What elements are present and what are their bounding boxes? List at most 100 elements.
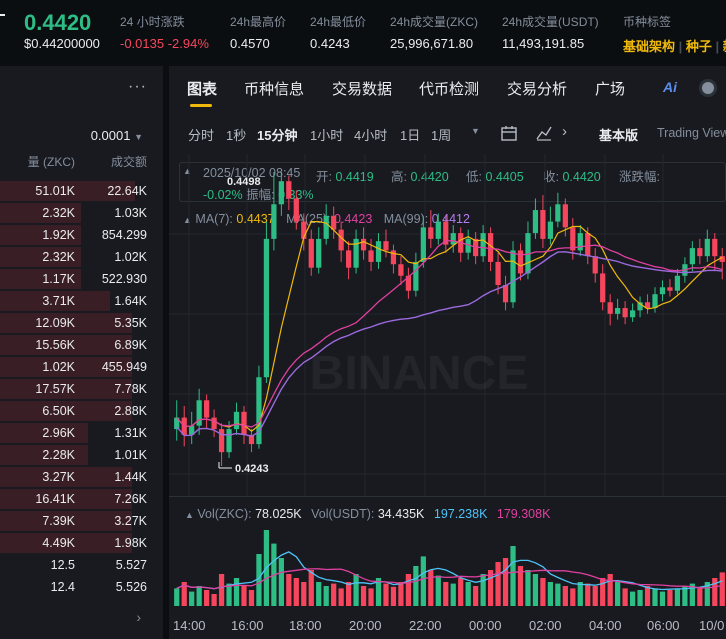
depth-bar <box>0 467 133 487</box>
tag-infrastructure[interactable]: 基础架构 <box>623 39 676 54</box>
change-pct: -2.94% <box>167 36 209 51</box>
timeframe-1[interactable]: 1秒 <box>226 128 247 143</box>
candle-body <box>211 417 217 430</box>
collapse-icon[interactable]: ▲ <box>185 510 194 520</box>
depth-bar <box>0 379 133 399</box>
row-total: 1.03K <box>114 206 147 220</box>
depth-bar <box>0 423 89 443</box>
volume-bar <box>189 591 195 606</box>
row-amount: 12.09K <box>35 316 75 330</box>
candle-body <box>622 308 628 318</box>
order-book-row[interactable]: 1.17K 522.930 <box>0 268 163 290</box>
row-total: 5.526 <box>115 580 147 594</box>
tab-0[interactable]: 图表 <box>187 81 218 98</box>
tab-5[interactable]: 广场 <box>595 81 626 98</box>
calendar-icon[interactable] <box>500 124 518 142</box>
order-book-row[interactable]: 7.39K 3.27K <box>0 510 163 532</box>
volume-bar <box>532 574 539 606</box>
view-basic-button[interactable]: 基本版 <box>599 128 639 143</box>
row-total: 3.27K <box>114 514 147 528</box>
ohlc-change-label: 涨跌幅: <box>619 170 660 184</box>
chevron-right-icon[interactable]: › <box>136 609 141 625</box>
volume-bar <box>674 588 681 606</box>
order-book-row[interactable]: 12.09K 5.35K <box>0 312 163 334</box>
volume-bar <box>316 582 322 606</box>
timeframe-more-icon[interactable]: ▼ <box>471 126 480 136</box>
last-price: 0.4420 <box>24 10 92 35</box>
candle-body <box>413 261 419 291</box>
volume-bar <box>465 582 471 606</box>
tab-4[interactable]: 交易分析 <box>507 81 568 98</box>
volume-bar <box>435 575 441 606</box>
order-book-row[interactable]: 3.27K 1.44K <box>0 466 163 488</box>
order-book-row[interactable]: 1.02K 455.949 <box>0 356 163 378</box>
toggle-icon[interactable] <box>699 79 717 97</box>
candle-body <box>435 221 441 239</box>
tag-seed[interactable]: 种子 <box>685 39 712 54</box>
high-label: 24h最高价 <box>230 15 287 29</box>
order-book-row[interactable]: 12.4 5.526 <box>0 576 163 598</box>
candle-body <box>525 233 531 274</box>
view-tradingview-button[interactable]: Trading View <box>657 126 726 140</box>
tab-1[interactable]: 币种信息 <box>244 81 305 98</box>
row-amount: 1.02K <box>42 360 75 374</box>
candle-body <box>652 294 658 309</box>
candle-body <box>495 261 501 285</box>
low-label: 24h最低价 <box>310 15 367 29</box>
ai-icon[interactable]: Ai <box>663 79 677 95</box>
volume-bar <box>517 566 524 606</box>
timeframe-6[interactable]: 1周 <box>431 128 452 143</box>
candle-body <box>487 233 494 262</box>
row-total: 7.26K <box>114 492 147 506</box>
low-annotation-label: 0.4243 <box>235 463 269 475</box>
order-book-row[interactable]: 2.32K 1.02K <box>0 246 163 268</box>
row-amount: 51.01K <box>35 184 75 198</box>
timeframe-5[interactable]: 1日 <box>400 128 421 143</box>
time-tick: 22:00 <box>409 618 442 633</box>
candle-body <box>592 256 598 274</box>
order-book-row[interactable]: 51.01K 22.64K <box>0 180 163 202</box>
col-amount-header: 量 (ZKC) <box>27 155 75 169</box>
more-dots-icon[interactable]: ··· <box>128 78 147 95</box>
vol-base-label: 24h成交量(ZKC) <box>390 15 479 29</box>
timeframe-2[interactable]: 15分钟 <box>257 128 298 143</box>
volume-bar <box>450 583 456 606</box>
candle-body <box>226 429 232 453</box>
order-book-row[interactable]: 2.28K 1.01K <box>0 444 163 466</box>
collapse-icon[interactable]: ▲ <box>183 166 192 176</box>
order-book-row[interactable]: 2.32K 1.03K <box>0 202 163 224</box>
row-total: 455.949 <box>101 360 147 374</box>
order-book-row[interactable]: 17.57K 7.78K <box>0 378 163 400</box>
order-book-row[interactable]: 12.5 5.527 <box>0 554 163 576</box>
tab-3[interactable]: 代币检测 <box>419 81 480 98</box>
volume-chart[interactable] <box>169 526 726 606</box>
candle-body <box>712 238 718 257</box>
candle-body <box>390 250 397 265</box>
volume-bar <box>308 570 314 606</box>
candle-body <box>278 181 284 205</box>
volume-bar <box>368 588 374 606</box>
timeframe-3[interactable]: 1小时 <box>310 128 344 143</box>
tab-2[interactable]: 交易数据 <box>332 81 393 98</box>
row-amount: 3.71K <box>42 294 75 308</box>
volume-bar <box>704 582 710 606</box>
volume-bar <box>495 562 501 606</box>
indicator-icon[interactable] <box>535 124 553 142</box>
order-book-row[interactable]: 3.71K 1.64K <box>0 290 163 312</box>
timeframe-4[interactable]: 4小时 <box>354 128 388 143</box>
order-book-row[interactable]: 2.96K 1.31K <box>0 422 163 444</box>
order-book-row[interactable]: 6.50K 2.88K <box>0 400 163 422</box>
tag-new[interactable]: 新 <box>723 39 726 54</box>
ohlc-time: 2025/10/02 08:45 <box>203 166 301 180</box>
candle-body <box>263 238 270 378</box>
order-book-row[interactable]: 4.49K 1.98K <box>0 532 163 554</box>
order-book-row[interactable]: 15.56K 6.89K <box>0 334 163 356</box>
timeframe-0[interactable]: 分时 <box>188 128 215 143</box>
order-book-row[interactable]: 16.41K 7.26K <box>0 488 163 510</box>
collapse-icon[interactable]: ▲ <box>183 215 192 225</box>
chevron-right-icon[interactable]: › <box>562 123 567 140</box>
order-book-row[interactable]: 1.92K 854.299 <box>0 224 163 246</box>
precision-select[interactable]: 0.0001 ▼ <box>91 128 143 143</box>
candle-body <box>323 215 329 239</box>
candlestick-chart[interactable]: BINANCE 0.4243 0.4498 <box>169 154 726 496</box>
